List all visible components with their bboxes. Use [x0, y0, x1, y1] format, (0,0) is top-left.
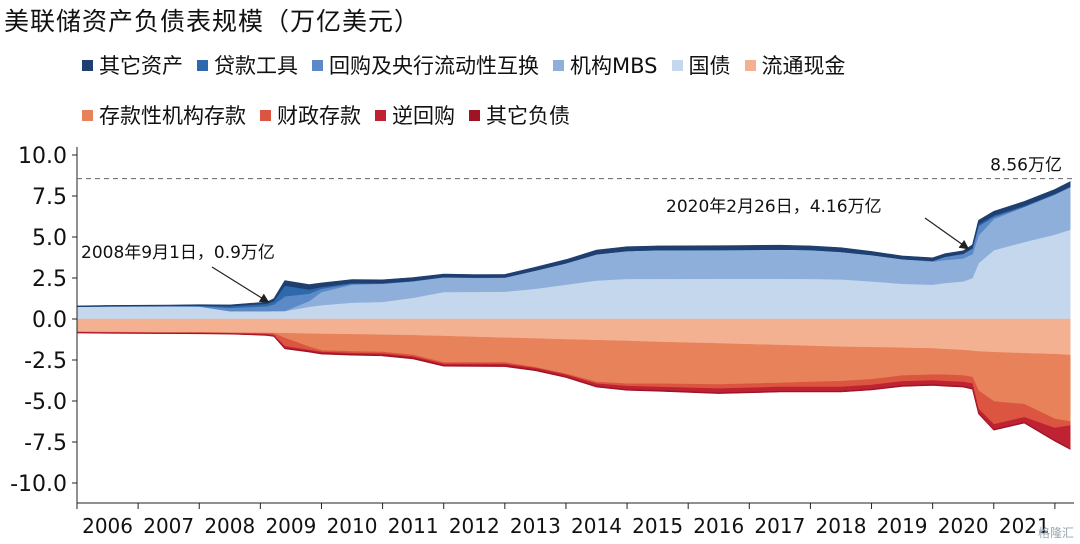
legend-item: 逆回购 — [375, 100, 455, 130]
x-tick-label: 2013 — [510, 514, 561, 538]
legend-item: 贷款工具 — [197, 50, 298, 80]
x-tick-label: 2010 — [327, 514, 378, 538]
legend-swatch — [82, 109, 93, 121]
y-tick-label: 10.0 — [18, 144, 67, 169]
x-tick-label: 2016 — [693, 514, 744, 538]
legend-swatch — [197, 59, 208, 71]
chart-title: 美联储资产负债表规模（万亿美元） — [4, 7, 421, 36]
legend-swatch — [375, 109, 386, 121]
legend-label: 机构MBS — [570, 54, 658, 78]
legend-item: 回购及央行流动性互换 — [312, 50, 539, 80]
legend-label: 存款性机构存款 — [99, 104, 246, 128]
y-tick-label: -7.5 — [24, 431, 67, 456]
x-tick-label: 2014 — [571, 514, 622, 538]
y-tick-label: -2.5 — [24, 349, 67, 374]
legend-swatch — [671, 59, 683, 71]
legend-label: 流通现金 — [761, 54, 846, 78]
y-tick-label: 7.5 — [32, 185, 67, 210]
legend-label: 国债 — [688, 54, 731, 78]
area-series — [76, 181, 1071, 308]
x-tick-label: 2006 — [82, 514, 133, 538]
y-tick-label: -5.0 — [24, 390, 67, 415]
legend-item: 财政存款 — [260, 100, 361, 130]
x-tick-label: 2018 — [816, 514, 867, 538]
x-tick-label: 2007 — [143, 514, 194, 538]
reference-line-label: 8.56万亿 — [990, 156, 1062, 176]
annotation-arrow — [211, 266, 270, 303]
legend-swatch — [260, 109, 271, 121]
y-tick-label: 2.5 — [32, 267, 67, 292]
x-tick-label: 2019 — [877, 514, 928, 538]
x-tick-label: 2021 — [999, 514, 1050, 538]
legend-swatch — [469, 109, 480, 121]
legend-swatch — [744, 59, 756, 71]
legend-item: 流通现金 — [744, 50, 846, 80]
legend-item: 其它负债 — [469, 100, 570, 130]
legend-label: 财政存款 — [277, 104, 361, 128]
legend-label: 其它负债 — [486, 104, 570, 128]
x-tick-label: 2017 — [754, 514, 805, 538]
x-tick-label: 2015 — [632, 514, 683, 538]
legend-row-1: 其它资产 贷款工具 回购及央行流动性互换 机构MBS 国债 流通现金 — [82, 50, 860, 80]
legend-item: 国债 — [671, 50, 731, 80]
x-tick-label: 2011 — [388, 514, 439, 538]
annotation-label: 2020年2月26日，4.16万亿 — [666, 197, 882, 217]
legend-swatch — [82, 59, 93, 71]
annotations: 2008年9月1日，0.9万亿 2020年2月26日，4.16万亿 — [81, 197, 970, 303]
x-tick-label: 2009 — [265, 514, 316, 538]
y-tick-label: 5.0 — [32, 226, 67, 251]
legend-swatch — [553, 59, 564, 71]
legend-row-2: 存款性机构存款 财政存款 逆回购 其它负债 — [82, 100, 584, 130]
legend-label: 贷款工具 — [214, 54, 298, 78]
legend-label: 其它资产 — [99, 54, 183, 78]
x-tick-label: 2008 — [204, 514, 255, 538]
legend-swatch — [312, 59, 323, 71]
y-tick-label: -10.0 — [10, 472, 67, 497]
legend-label: 逆回购 — [392, 104, 455, 128]
annotation-arrow — [924, 217, 970, 250]
annotation-label: 2008年9月1日，0.9万亿 — [81, 243, 275, 263]
y-tick-label: 0.0 — [32, 308, 67, 333]
x-tick-label: 2020 — [938, 514, 989, 538]
legend-item: 存款性机构存款 — [82, 100, 246, 130]
legend-item: 其它资产 — [82, 50, 183, 80]
legend-label: 回购及央行流动性互换 — [329, 54, 539, 78]
x-tick-label: 2012 — [449, 514, 500, 538]
legend-item: 机构MBS — [553, 50, 658, 80]
area-layers — [76, 181, 1071, 450]
axes: 10.0 7.5 5.0 2.5 0.0 -2.5 -5.0 -7.5 -10.0 2006 200… — [10, 144, 1074, 538]
area-series — [76, 332, 1071, 450]
watermark-logo: 格隆汇 — [1037, 526, 1074, 540]
